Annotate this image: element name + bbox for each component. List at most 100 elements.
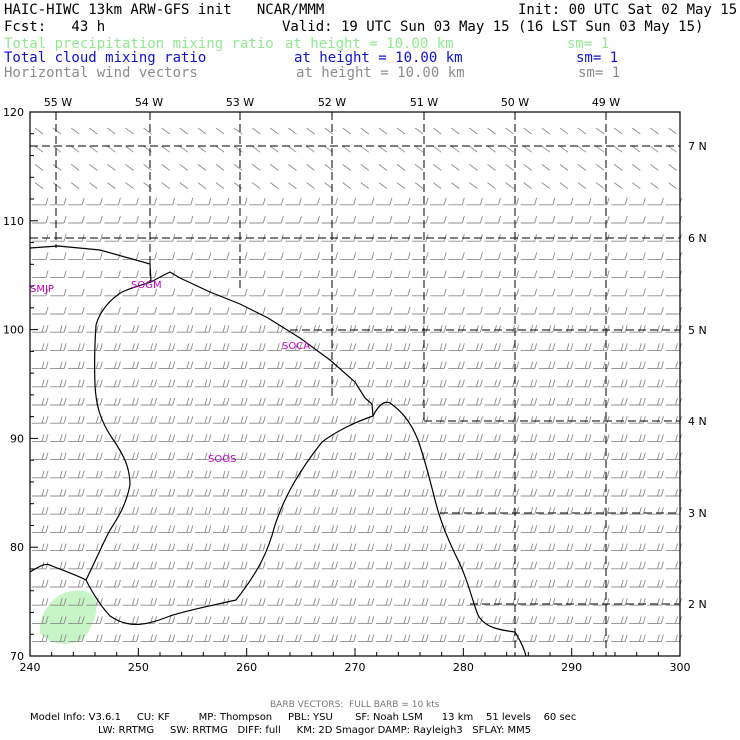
wind-barb [140, 325, 158, 333]
wind-barb [303, 579, 320, 588]
lat-label: 6 N [688, 232, 707, 245]
lat-label: 2 N [688, 598, 707, 611]
wind-barb [665, 470, 682, 479]
wind-barb [34, 127, 44, 135]
wind-barb [231, 634, 248, 643]
wind-barb [629, 343, 646, 351]
wind-barb [32, 470, 49, 479]
wind-barb [68, 579, 85, 588]
wind-barb [647, 397, 664, 406]
wind-barb [158, 507, 176, 515]
wind-barb [158, 288, 176, 297]
wind-barb [231, 215, 248, 224]
x-tick-label: 280 [453, 661, 474, 674]
wind-barb [122, 598, 139, 606]
wind-barb [394, 288, 411, 297]
wind-barb [267, 397, 284, 406]
wind-barb [394, 397, 411, 406]
wind-barb [158, 379, 176, 388]
wind-barb [502, 561, 520, 570]
wind-barb [179, 182, 189, 189]
wind-barb [285, 361, 302, 370]
wind-barb [538, 343, 556, 351]
wind-barb [50, 470, 67, 479]
wind-barb [321, 288, 339, 297]
wind-barb [430, 215, 447, 224]
wind-barb [158, 488, 176, 497]
wind-barb [161, 127, 170, 135]
wind-barb [575, 270, 592, 279]
wind-barb [104, 270, 121, 279]
wind-barb [650, 164, 659, 171]
wind-barb [375, 288, 393, 297]
wind-barb [375, 416, 393, 424]
wind-barb [68, 288, 85, 297]
wind-barb [502, 634, 520, 643]
wind-barb [233, 164, 243, 171]
wind-barb [396, 182, 406, 189]
wind-barb [176, 343, 194, 351]
wind-barb [140, 416, 158, 424]
wind-barb [32, 343, 49, 351]
wind-barb [484, 361, 501, 370]
wind-barb [321, 561, 339, 570]
wind-barb [267, 452, 284, 461]
wind-barb [448, 452, 465, 461]
wind-barb [611, 397, 628, 406]
wind-barb [104, 543, 121, 552]
wind-barb [176, 579, 194, 588]
wind-barb [231, 452, 248, 461]
wind-barb [267, 579, 284, 588]
wind-barb [32, 416, 49, 424]
wind-barb [303, 598, 320, 606]
wind-barb [575, 525, 592, 533]
wind-barb [303, 416, 320, 424]
wind-barb [176, 379, 194, 388]
y-tick-label: 120 [3, 106, 24, 119]
wind-barb [158, 616, 176, 624]
wind-barb [360, 164, 370, 171]
wind-barb [339, 470, 357, 479]
wind-barb [466, 343, 483, 351]
wind-barb [412, 598, 429, 606]
wind-barb [249, 525, 266, 533]
wind-barb [194, 361, 212, 370]
wind-barb [629, 470, 646, 479]
wind-barb [70, 164, 80, 171]
wind-barb [321, 579, 339, 588]
wind-barb [285, 598, 302, 606]
wind-barb [303, 325, 320, 333]
wind-barb [448, 306, 465, 315]
wind-barb [412, 288, 429, 297]
wind-barb [469, 182, 478, 189]
wind-barb [556, 543, 574, 552]
wind-barb [86, 488, 103, 497]
wind-barb [303, 488, 320, 497]
wind-barb [215, 164, 225, 171]
wind-barb [484, 434, 501, 442]
wind-barb [595, 164, 605, 171]
wind-barb [194, 197, 212, 206]
wind-barb [556, 197, 574, 206]
init-time: Init: 00 UTC Sat 02 May 15 [518, 2, 738, 18]
wind-barb [32, 488, 49, 497]
wind-barb [213, 507, 230, 515]
wind-barb [158, 543, 176, 552]
wind-barb [176, 416, 194, 424]
wind-barb [611, 488, 628, 497]
wind-barb [665, 634, 682, 643]
wind-barb [50, 379, 67, 388]
wind-barb [575, 634, 592, 643]
wind-barb [466, 325, 483, 333]
wind-barb [32, 579, 49, 588]
wind-barb [50, 197, 67, 206]
wind-barb [231, 252, 248, 260]
wind-barb [629, 488, 646, 497]
wind-barb [647, 306, 664, 315]
wind-barb [520, 306, 538, 315]
wind-barb [556, 379, 574, 388]
lon-label: 54 W [135, 96, 163, 109]
wind-barb [194, 598, 212, 606]
wind-barb [556, 525, 574, 533]
wind-barb [194, 397, 212, 406]
